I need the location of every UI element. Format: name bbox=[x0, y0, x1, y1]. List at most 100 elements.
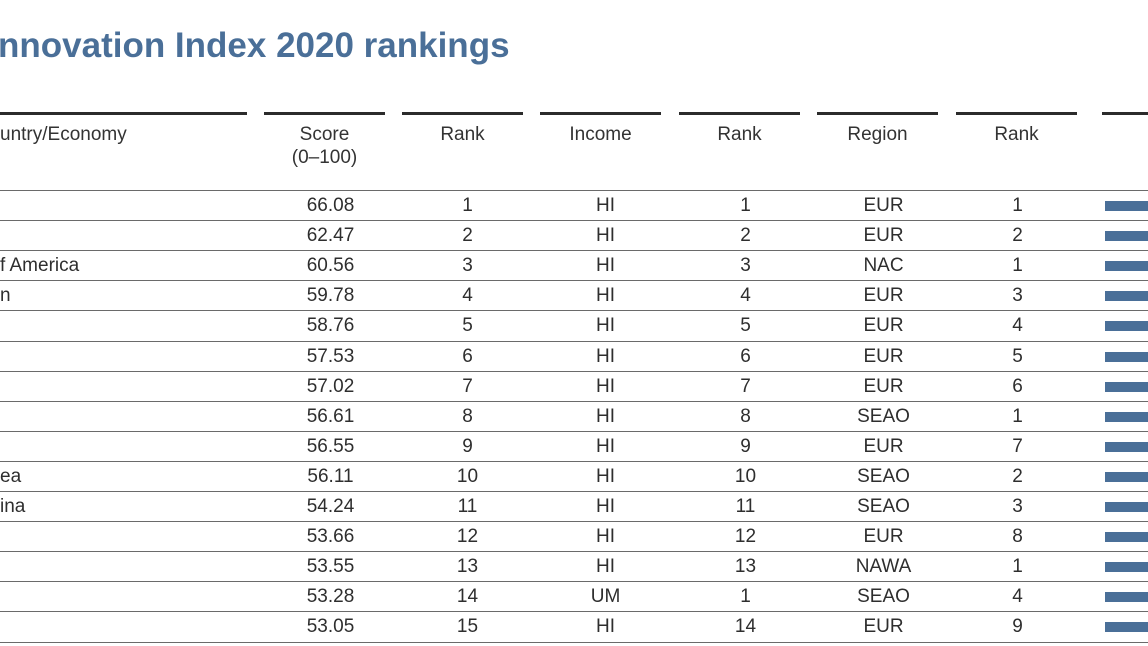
row-divider bbox=[0, 190, 1148, 191]
cell-score: 57.02 bbox=[306, 375, 355, 397]
cell-score: 59.78 bbox=[306, 285, 355, 307]
cell-region: EUR bbox=[863, 285, 904, 307]
cell-rank: 8 bbox=[462, 405, 473, 427]
header-rule-rank bbox=[402, 112, 523, 115]
cell-rank: 5 bbox=[462, 315, 473, 337]
score-bar bbox=[1105, 231, 1148, 242]
cell-income: HI bbox=[596, 465, 615, 487]
header-income: Income bbox=[569, 124, 632, 145]
cell-score: 66.08 bbox=[306, 195, 355, 216]
cell-region-rank: 7 bbox=[1012, 435, 1023, 457]
cell-income: HI bbox=[596, 285, 615, 307]
score-bar bbox=[1105, 261, 1148, 272]
cell-rank: 7 bbox=[462, 375, 473, 397]
table-row: 66.08 1 HI 1 EUR 1 bbox=[0, 191, 1148, 221]
cell-income: HI bbox=[596, 496, 615, 517]
cell-income-rank: 9 bbox=[740, 435, 751, 457]
cell-region: EUR bbox=[863, 375, 904, 397]
header-rule-income-rank bbox=[679, 112, 800, 115]
cell-rank: 3 bbox=[462, 255, 473, 277]
cell-income: UM bbox=[590, 586, 621, 608]
header-rank: Rank bbox=[440, 124, 485, 145]
score-bar bbox=[1105, 502, 1148, 512]
table-row: 57.02 7 HI 7 EUR 6 bbox=[0, 372, 1148, 402]
cell-rank: 2 bbox=[462, 225, 473, 247]
cell-score: 56.11 bbox=[307, 465, 354, 487]
cell-region: SEAO bbox=[857, 465, 910, 487]
cell-income: HI bbox=[596, 255, 615, 277]
cell-income-rank: 2 bbox=[740, 225, 751, 247]
cell-country: ea bbox=[0, 465, 22, 487]
cell-score: 56.61 bbox=[306, 405, 355, 427]
cell-score: 53.05 bbox=[306, 616, 355, 638]
cell-rank: 1 bbox=[462, 195, 473, 216]
cell-income: HI bbox=[596, 526, 615, 548]
cell-region-rank: 4 bbox=[1012, 315, 1023, 337]
cell-region-rank: 1 bbox=[1012, 405, 1023, 427]
cell-region: SEAO bbox=[857, 586, 910, 608]
score-bar bbox=[1105, 411, 1148, 422]
cell-region: NAWA bbox=[855, 556, 912, 578]
cell-income: HI bbox=[596, 405, 615, 427]
table-row: 53.28 14 UM 1 SEAO 4 bbox=[0, 582, 1148, 612]
cell-rank: 15 bbox=[456, 616, 479, 638]
cell-income: HI bbox=[596, 195, 615, 216]
cell-region-rank: 1 bbox=[1012, 556, 1023, 578]
cell-income-rank: 12 bbox=[734, 526, 757, 548]
cell-income-rank: 8 bbox=[740, 405, 751, 427]
table-row: 58.76 5 HI 5 EUR 4 bbox=[0, 311, 1148, 341]
score-bar bbox=[1105, 381, 1148, 392]
cell-income: HI bbox=[596, 616, 615, 638]
cell-income-rank: 3 bbox=[740, 255, 751, 277]
cell-region: NAC bbox=[863, 255, 904, 277]
cell-rank: 11 bbox=[457, 496, 478, 517]
table-row: ina 54.24 11 HI 11 SEAO 3 bbox=[0, 492, 1148, 522]
header-rule-region bbox=[817, 112, 938, 115]
cell-region-rank: 3 bbox=[1012, 285, 1023, 307]
cell-region-rank: 4 bbox=[1012, 586, 1023, 608]
cell-income: HI bbox=[596, 315, 615, 337]
header-region: Region bbox=[847, 124, 908, 145]
row-divider bbox=[0, 280, 1148, 282]
score-bar bbox=[1105, 562, 1148, 573]
cell-region: SEAO bbox=[857, 496, 910, 517]
cell-rank: 12 bbox=[456, 526, 479, 548]
cell-score: 56.55 bbox=[306, 435, 355, 457]
cell-region: EUR bbox=[863, 195, 904, 216]
cell-country: f America bbox=[0, 255, 80, 277]
score-bar bbox=[1105, 471, 1148, 482]
cell-score: 54.24 bbox=[306, 496, 355, 517]
cell-region-rank: 2 bbox=[1012, 225, 1023, 247]
cell-region: EUR bbox=[863, 345, 904, 367]
cell-income: HI bbox=[596, 556, 615, 578]
row-divider bbox=[0, 460, 1148, 462]
cell-region: EUR bbox=[863, 315, 904, 337]
cell-rank: 9 bbox=[462, 435, 473, 457]
cell-income-rank: 1 bbox=[740, 586, 751, 608]
row-divider bbox=[0, 551, 1148, 553]
row-divider bbox=[0, 430, 1148, 432]
cell-region: EUR bbox=[863, 616, 904, 638]
header-income-rank: Rank bbox=[717, 124, 762, 145]
cell-region-rank: 3 bbox=[1012, 496, 1023, 517]
cell-score: 62.47 bbox=[306, 225, 355, 247]
cell-region: EUR bbox=[863, 435, 904, 457]
cell-rank: 10 bbox=[456, 465, 479, 487]
row-divider bbox=[0, 400, 1148, 402]
table-row: 56.55 9 HI 9 EUR 7 bbox=[0, 432, 1148, 462]
score-bar bbox=[1105, 532, 1148, 543]
cell-income-rank: 1 bbox=[740, 195, 751, 216]
cell-region: EUR bbox=[863, 526, 904, 548]
header-region-rank: Rank bbox=[994, 124, 1039, 145]
cell-score: 53.66 bbox=[306, 526, 355, 548]
score-bar bbox=[1105, 441, 1148, 452]
table-row: 53.55 13 HI 13 NAWA 1 bbox=[0, 552, 1148, 582]
table-row: 53.66 12 HI 12 EUR 8 bbox=[0, 522, 1148, 552]
cell-score: 53.55 bbox=[306, 556, 355, 578]
cell-region-rank: 5 bbox=[1012, 345, 1023, 367]
cell-income-rank: 4 bbox=[740, 285, 751, 307]
score-bar bbox=[1105, 592, 1148, 603]
cell-region-rank: 9 bbox=[1012, 616, 1023, 638]
row-divider bbox=[0, 521, 1148, 523]
row-divider bbox=[0, 310, 1148, 312]
